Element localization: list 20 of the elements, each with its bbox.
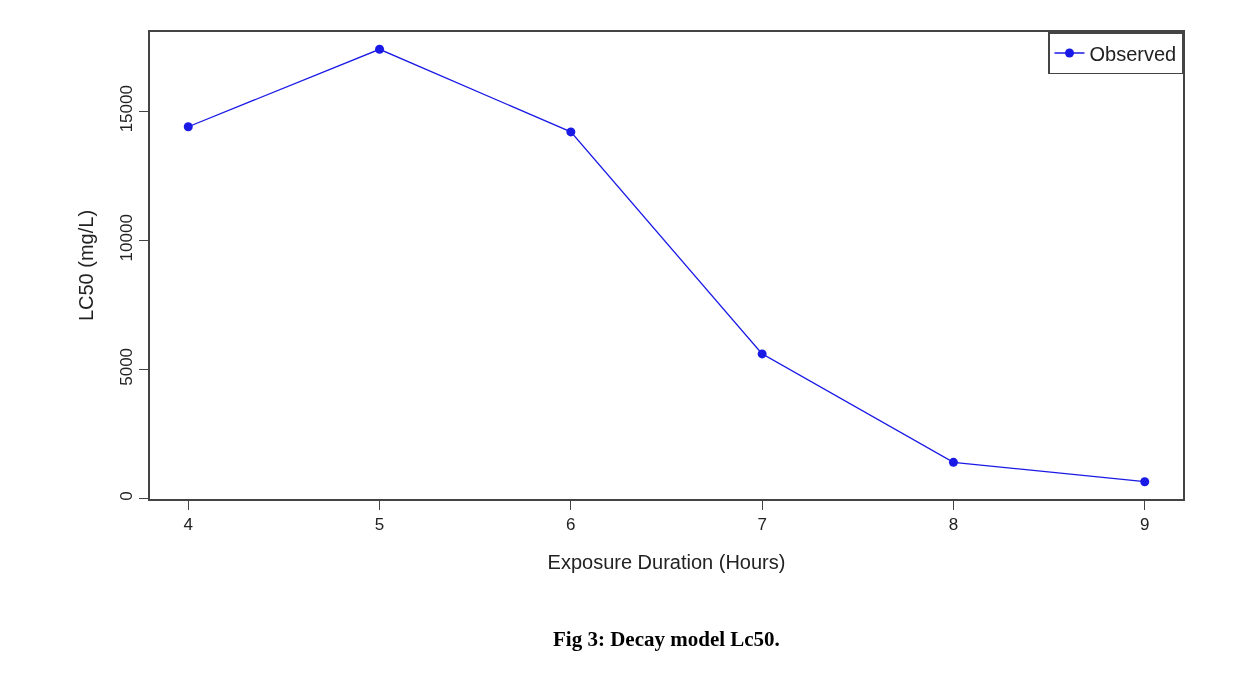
point [183, 122, 193, 132]
y-axis-title: LC50 (mg/L) [75, 209, 98, 322]
x-tick-label: 4 [183, 515, 193, 535]
x-tick-label: 6 [566, 515, 576, 535]
point [1140, 477, 1150, 487]
legend-label: Observed [1089, 42, 1177, 65]
x-tick-label: 5 [374, 515, 385, 535]
y-tick-label: 5000 [117, 347, 137, 386]
x-tick-label: 9 [1140, 515, 1150, 535]
point [566, 127, 576, 137]
point [948, 457, 958, 467]
x-axis-title: Exposure Duration (Hours) [547, 551, 786, 574]
point [375, 44, 385, 54]
text: Fig 3: Decay model Lc50. [553, 627, 780, 651]
x-tick-label: 8 [948, 515, 959, 535]
x-tick-label: 7 [757, 515, 767, 535]
y-tick-label: 0 [117, 491, 137, 501]
point [757, 349, 767, 359]
y-tick-label: 10000 [117, 214, 137, 262]
y-tick-label: 15000 [117, 85, 137, 133]
